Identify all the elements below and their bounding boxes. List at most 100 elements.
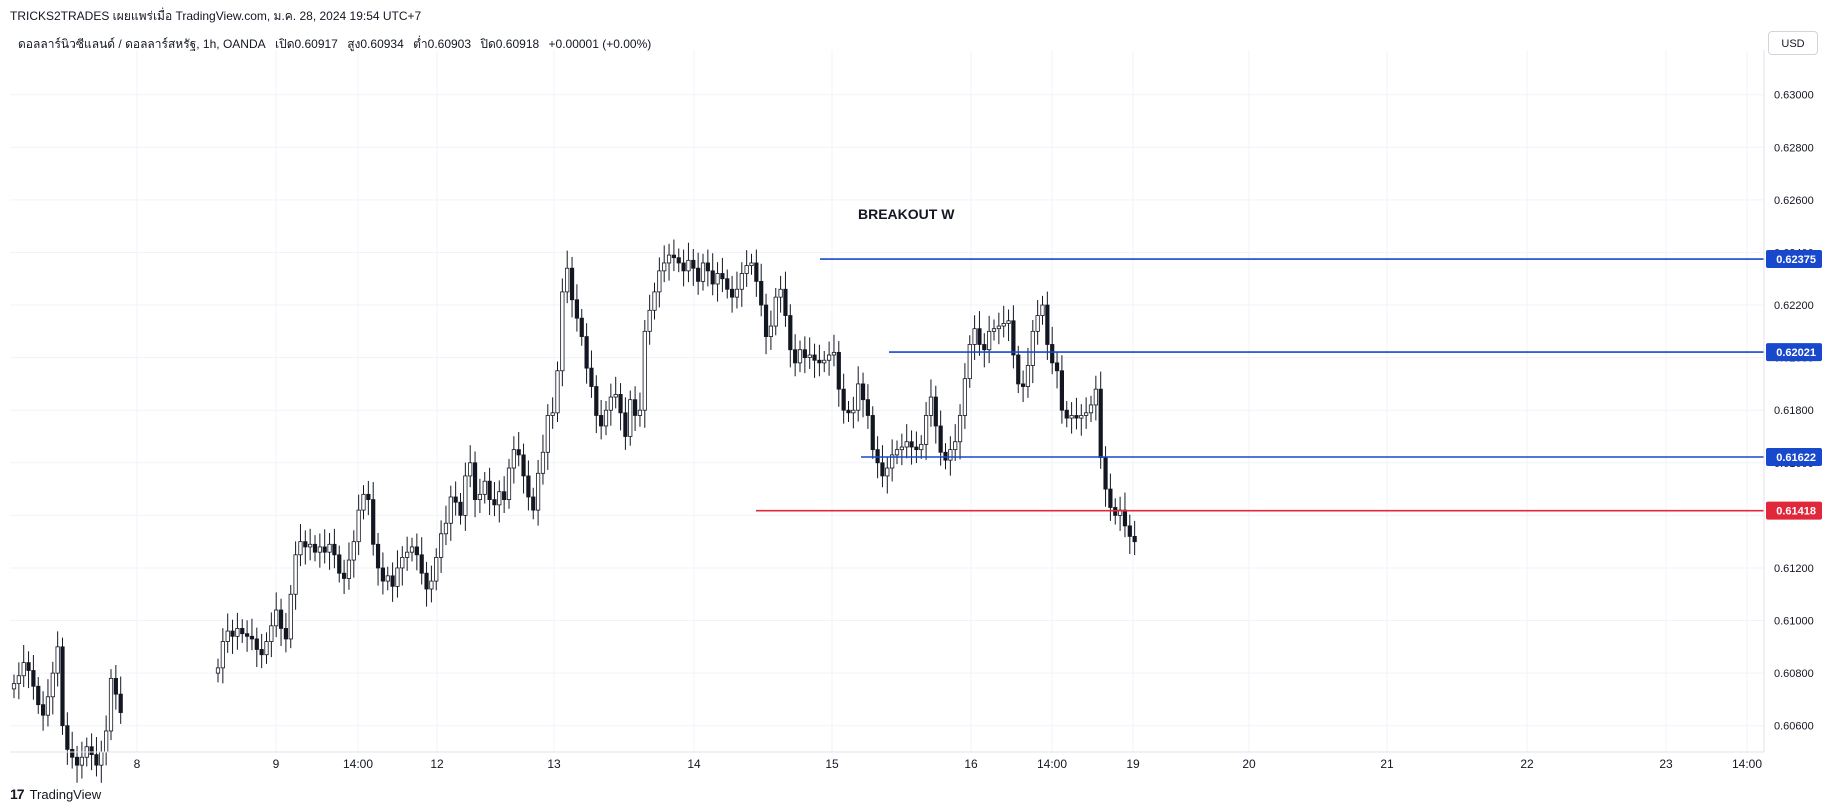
candle [240,619,245,643]
candle-body [691,259,696,269]
candle-body [1108,488,1113,508]
candle [1132,520,1137,556]
candle [812,343,817,378]
candle [16,662,21,700]
candle [288,585,293,649]
candle [715,262,720,302]
candle [919,435,924,459]
level-price-tag [1766,448,1822,467]
candle-body [361,493,366,511]
candle [749,253,754,275]
candle [366,480,371,516]
candle [700,253,706,291]
candle-body [550,412,555,416]
candle-body [579,317,584,337]
candle-body [36,685,41,706]
candle-body [686,259,691,272]
candle [846,401,851,423]
candle-body [298,541,303,556]
candle-body [909,441,914,448]
time-tick-label: 12 [430,757,444,771]
candle [763,293,769,355]
candle-body [860,383,866,401]
candle [371,481,376,556]
candle [487,467,492,516]
candle [555,361,560,423]
candle-body [642,330,647,411]
candle-body [962,378,968,416]
candle [962,363,968,429]
candle [215,658,221,683]
candle [637,392,643,427]
candle-body [438,533,444,558]
candle [448,485,453,541]
candle [1127,514,1132,555]
candle-body [502,491,507,500]
candle [332,528,337,569]
candle-body [521,454,526,477]
price-tick-label: 0.62800 [1774,142,1814,154]
level-price-label: 0.61418 [1776,506,1816,518]
candle [356,494,361,556]
horizontal-levels[interactable] [756,258,1764,512]
candle-body [118,693,123,713]
currency-button[interactable]: USD [1768,31,1818,55]
candle-body [1074,415,1079,419]
candle-body [763,304,769,337]
candle-body [938,425,943,453]
candle [70,731,75,769]
time-axis[interactable]: 8 9 14:00 12 13 14 15 16 14:00 19 20 21 22 23 14:00 [134,757,1763,771]
price-tick-label: 0.60600 [1774,721,1814,733]
candle-body [827,354,832,361]
candle-body [375,543,381,569]
candle [230,619,235,654]
candle [841,373,846,424]
candle-body [628,399,633,437]
candle-body [70,748,75,758]
candle [492,481,497,517]
price-axis[interactable]: 0.630000.628000.626000.624000.622000.620… [1774,90,1814,733]
candle [443,505,449,546]
candle-body [710,270,715,285]
candle [497,480,502,523]
candle-body [45,696,51,716]
candle [977,311,982,356]
candle-body [846,409,851,414]
candle-body [409,546,415,553]
candle [957,404,963,460]
breakout-w-annotation[interactable]: BREAKOUT W [858,206,955,222]
symbol-title[interactable]: ดอลลาร์นิวซีแลนด์ / ดอลลาร์สหรัฐ, 1h, OA… [18,37,266,51]
candle [1064,401,1069,428]
candle-body [967,344,972,380]
candle [1079,404,1084,436]
candle-body [477,493,483,500]
candle-body [1079,415,1084,419]
candle [880,445,885,488]
candle-body [254,638,259,650]
candle-body [540,451,546,474]
candle-body [569,267,575,301]
candle [395,550,400,598]
candle [899,433,904,466]
candle-body [851,409,856,414]
candle-body [715,273,720,285]
candle-body [11,683,17,690]
candle [856,366,861,422]
price-tick-label: 0.62600 [1774,195,1814,207]
candle-body [957,415,963,443]
candle-body [802,349,807,359]
candle [671,239,677,272]
candle [521,443,526,494]
candle [720,257,725,293]
candle [725,269,730,299]
candle-body [390,575,395,587]
tradingview-brand[interactable]: 17 TradingView [10,786,101,802]
candle [41,691,46,731]
candle-body [1122,509,1128,527]
candle-body [1127,525,1132,537]
candle [996,312,1001,345]
candle [589,350,594,398]
candle-body [919,443,924,451]
candle [1098,371,1103,469]
